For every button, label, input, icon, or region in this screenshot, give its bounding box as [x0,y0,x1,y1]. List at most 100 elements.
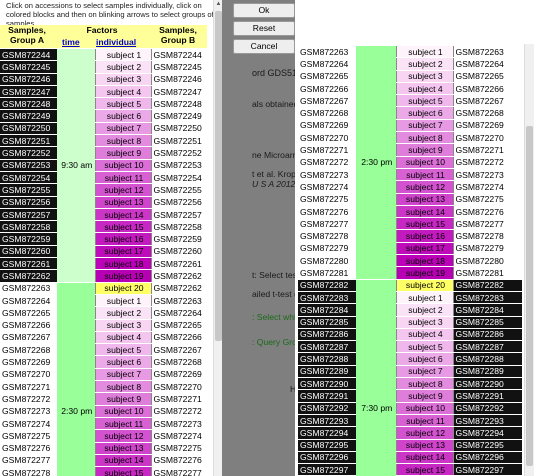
sample-a-cell[interactable]: GSM872251 [0,134,57,148]
subject-block[interactable]: subject 10 [395,156,454,169]
sample-b-cell[interactable]: GSM872258 [151,220,207,234]
sample-b-cell[interactable]: GSM872289 [453,365,522,379]
subject-block[interactable]: subject 19 [395,266,454,280]
subject-block[interactable]: subject 1 [395,291,454,305]
subject-block[interactable]: subject 14 [395,205,454,219]
sample-a-cell[interactable]: GSM872266 [0,319,57,332]
sample-b-cell[interactable]: GSM872291 [453,389,522,403]
sample-a-cell[interactable]: GSM872293 [298,414,356,428]
sample-a-cell[interactable]: GSM872257 [0,208,57,222]
sample-a-cell[interactable]: GSM872246 [0,73,57,86]
sample-a-cell[interactable]: GSM872291 [298,389,356,403]
sample-a-cell[interactable]: GSM872274 [298,180,356,194]
sample-b-cell[interactable]: GSM872257 [151,208,207,222]
sample-a-cell[interactable]: GSM872275 [0,429,57,443]
time-block[interactable]: 7:30 pm [356,279,396,476]
sample-b-cell[interactable]: GSM872284 [453,303,522,317]
sample-b-cell[interactable]: GSM872254 [151,171,207,185]
sample-a-cell[interactable]: GSM872253 [0,159,57,172]
subject-block[interactable]: subject 4 [395,82,454,96]
sample-b-cell[interactable]: GSM872251 [151,134,207,148]
sample-b-cell[interactable]: GSM872260 [151,245,207,259]
sample-b-cell[interactable]: GSM872266 [453,82,522,96]
sample-b-cell[interactable]: GSM872271 [453,143,522,157]
sample-b-cell[interactable]: GSM872279 [453,242,522,256]
sample-b-cell[interactable]: GSM872265 [453,70,522,83]
sample-a-cell[interactable]: GSM872272 [298,156,356,169]
sample-a-cell[interactable]: GSM872269 [298,119,356,133]
subject-block[interactable]: subject 6 [395,106,454,120]
sample-a-cell[interactable]: GSM872265 [298,70,356,83]
subject-block[interactable]: subject 8 [395,131,454,145]
subject-block[interactable]: subject 13 [395,439,454,452]
sample-a-cell[interactable]: GSM872245 [0,60,57,74]
sample-a-cell[interactable]: GSM872287 [298,340,356,354]
sample-b-cell[interactable]: GSM872255 [151,183,207,197]
subject-block[interactable]: subject 7 [94,122,152,136]
subject-block[interactable]: subject 17 [395,242,454,256]
subject-block[interactable]: subject 5 [395,340,454,354]
sample-b-cell[interactable]: GSM872261 [151,257,207,271]
sample-b-cell[interactable]: GSM872246 [151,73,207,86]
sample-a-cell[interactable]: GSM872254 [0,171,57,185]
subject-block[interactable]: subject 5 [94,97,152,111]
sample-b-cell[interactable]: GSM872273 [151,417,207,431]
subject-block[interactable]: subject 14 [94,208,152,222]
subject-block[interactable]: subject 10 [94,159,152,172]
subject-block[interactable]: subject 15 [395,217,454,231]
subject-block[interactable]: subject 13 [94,442,152,455]
subject-block[interactable]: subject 1 [94,294,152,308]
individual-link[interactable]: individual [96,37,137,47]
sample-b-cell[interactable]: GSM872252 [151,146,207,160]
sample-a-cell[interactable]: GSM872292 [298,402,356,415]
sample-b-cell[interactable]: GSM872295 [453,439,522,452]
cancel-button[interactable]: Cancel [233,39,295,54]
scroll-up-icon[interactable]: ▲ [215,1,222,7]
subject-block[interactable]: subject 9 [395,143,454,157]
sample-a-cell[interactable]: GSM872267 [0,331,57,345]
sample-b-cell[interactable]: GSM872293 [453,414,522,428]
sample-b-cell[interactable]: GSM872263 [453,46,522,59]
sample-b-cell[interactable]: GSM872297 [453,463,522,476]
sample-a-cell[interactable]: GSM872276 [0,442,57,455]
sample-a-cell[interactable]: GSM872264 [298,57,356,71]
sample-a-cell[interactable]: GSM872290 [298,377,356,391]
sample-b-cell[interactable]: GSM872247 [151,85,207,99]
subject-block[interactable]: subject 11 [395,168,454,182]
sample-a-cell[interactable]: GSM872286 [298,328,356,342]
sample-b-cell[interactable]: GSM872276 [151,454,207,468]
sample-b-cell[interactable]: GSM872275 [453,193,522,206]
subject-block[interactable]: subject 9 [94,146,152,160]
sample-a-cell[interactable]: GSM872278 [298,229,356,243]
sample-b-cell[interactable]: GSM872262 [151,282,207,295]
sample-a-cell[interactable]: GSM872294 [298,426,356,440]
subject-block[interactable]: subject 15 [94,466,152,476]
sample-b-cell[interactable]: GSM872253 [151,159,207,172]
sample-a-cell[interactable]: GSM872259 [0,232,57,246]
sample-a-cell[interactable]: GSM872275 [298,193,356,206]
sample-b-cell[interactable]: GSM872269 [151,368,207,382]
subject-block[interactable]: subject 9 [395,389,454,403]
sample-b-cell[interactable]: GSM872249 [151,109,207,123]
sample-a-cell[interactable]: GSM872288 [298,352,356,366]
left-scrollbar[interactable]: ▲ [213,0,222,476]
sample-b-cell[interactable]: GSM872259 [151,232,207,246]
sample-b-cell[interactable]: GSM872250 [151,122,207,136]
sample-b-cell[interactable]: GSM872248 [151,97,207,111]
subject-block[interactable]: subject 3 [395,70,454,83]
subject-block[interactable]: subject 8 [94,134,152,148]
sample-b-cell[interactable]: GSM872277 [151,466,207,476]
subject-block[interactable]: subject 8 [94,380,152,394]
sample-a-cell[interactable]: GSM872279 [298,242,356,256]
sample-b-cell[interactable]: GSM872272 [151,405,207,418]
sample-b-cell[interactable]: GSM872262 [151,269,207,283]
sample-b-cell[interactable]: GSM872287 [453,340,522,354]
sample-b-cell[interactable]: GSM872263 [151,294,207,308]
subject-block[interactable]: subject 15 [395,463,454,476]
sample-b-cell[interactable]: GSM872268 [151,355,207,369]
sample-a-cell[interactable]: GSM872266 [298,82,356,96]
subject-block[interactable]: subject 8 [395,377,454,391]
sample-b-cell[interactable]: GSM872269 [453,119,522,133]
subject-block[interactable]: subject 13 [94,196,152,209]
subject-block[interactable]: subject 7 [395,365,454,379]
